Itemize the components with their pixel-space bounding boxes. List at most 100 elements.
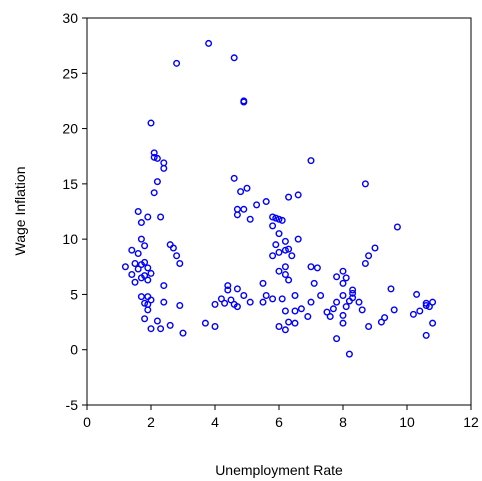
point: [361, 180, 369, 188]
point: [153, 317, 161, 325]
point: [409, 310, 417, 318]
point: [339, 311, 347, 319]
point: [269, 213, 277, 221]
point: [157, 213, 165, 221]
point: [211, 322, 219, 330]
point: [294, 235, 302, 243]
point: [297, 305, 305, 313]
point: [339, 292, 347, 300]
point: [262, 292, 270, 300]
point: [393, 223, 401, 231]
point: [243, 184, 251, 192]
point: [307, 263, 315, 271]
point: [413, 290, 421, 298]
x-axis-label: Unemployment Rate: [215, 462, 343, 478]
point: [272, 214, 280, 222]
point: [233, 285, 241, 293]
point: [285, 193, 293, 201]
point: [339, 319, 347, 327]
point: [141, 258, 149, 266]
point: [160, 282, 168, 290]
point: [157, 325, 165, 333]
point: [160, 298, 168, 306]
point: [285, 276, 293, 284]
point: [365, 322, 373, 330]
point: [259, 279, 267, 287]
point: [387, 285, 395, 293]
point: [246, 215, 254, 223]
point: [176, 301, 184, 309]
point: [150, 153, 158, 161]
point: [281, 326, 289, 334]
point: [233, 303, 241, 311]
x-tick-label: 8: [339, 414, 347, 430]
point: [141, 299, 149, 307]
point: [281, 307, 289, 315]
point: [128, 246, 136, 254]
point: [160, 164, 168, 172]
point: [137, 235, 145, 243]
x-tick-label: 0: [83, 414, 91, 430]
point: [429, 298, 437, 306]
point: [339, 279, 347, 287]
point: [349, 286, 357, 294]
point: [275, 215, 283, 223]
point: [128, 271, 136, 279]
point: [281, 271, 289, 279]
point: [137, 219, 145, 227]
point: [173, 59, 181, 67]
point: [291, 292, 299, 300]
point: [342, 274, 350, 282]
point: [281, 237, 289, 245]
point: [349, 289, 357, 297]
point: [275, 322, 283, 330]
point: [281, 246, 289, 254]
point: [425, 303, 433, 311]
point: [173, 252, 181, 260]
point: [233, 205, 241, 213]
point: [288, 252, 296, 260]
point: [310, 279, 318, 287]
point: [144, 306, 152, 314]
y-tick-label: 0: [70, 342, 78, 358]
point: [291, 319, 299, 327]
point: [246, 298, 254, 306]
point: [134, 265, 142, 273]
point: [224, 286, 232, 294]
point: [240, 98, 248, 106]
point: [176, 259, 184, 267]
point: [333, 298, 341, 306]
x-tick-label: 6: [275, 414, 283, 430]
point: [313, 264, 321, 272]
point: [233, 211, 241, 219]
point: [355, 298, 363, 306]
point: [342, 303, 350, 311]
point: [390, 306, 398, 314]
y-tick-label: 25: [62, 65, 78, 81]
point: [333, 273, 341, 281]
point: [278, 295, 286, 303]
point: [269, 252, 277, 260]
y-tick-label: 30: [62, 10, 78, 26]
point: [262, 198, 270, 206]
point: [147, 296, 155, 304]
point: [307, 298, 315, 306]
point: [240, 205, 248, 213]
point: [227, 296, 235, 304]
point: [179, 329, 187, 337]
plot-frame: [86, 17, 472, 406]
point: [230, 54, 238, 62]
y-tick-label: 10: [62, 231, 78, 247]
point: [147, 269, 155, 277]
point: [278, 216, 286, 224]
point: [160, 159, 168, 167]
point: [416, 307, 424, 315]
point: [240, 292, 248, 300]
point: [339, 267, 347, 275]
point: [131, 259, 139, 267]
point: [169, 244, 177, 252]
point: [381, 314, 389, 322]
point: [121, 263, 129, 271]
point: [137, 274, 145, 282]
point: [333, 335, 341, 343]
